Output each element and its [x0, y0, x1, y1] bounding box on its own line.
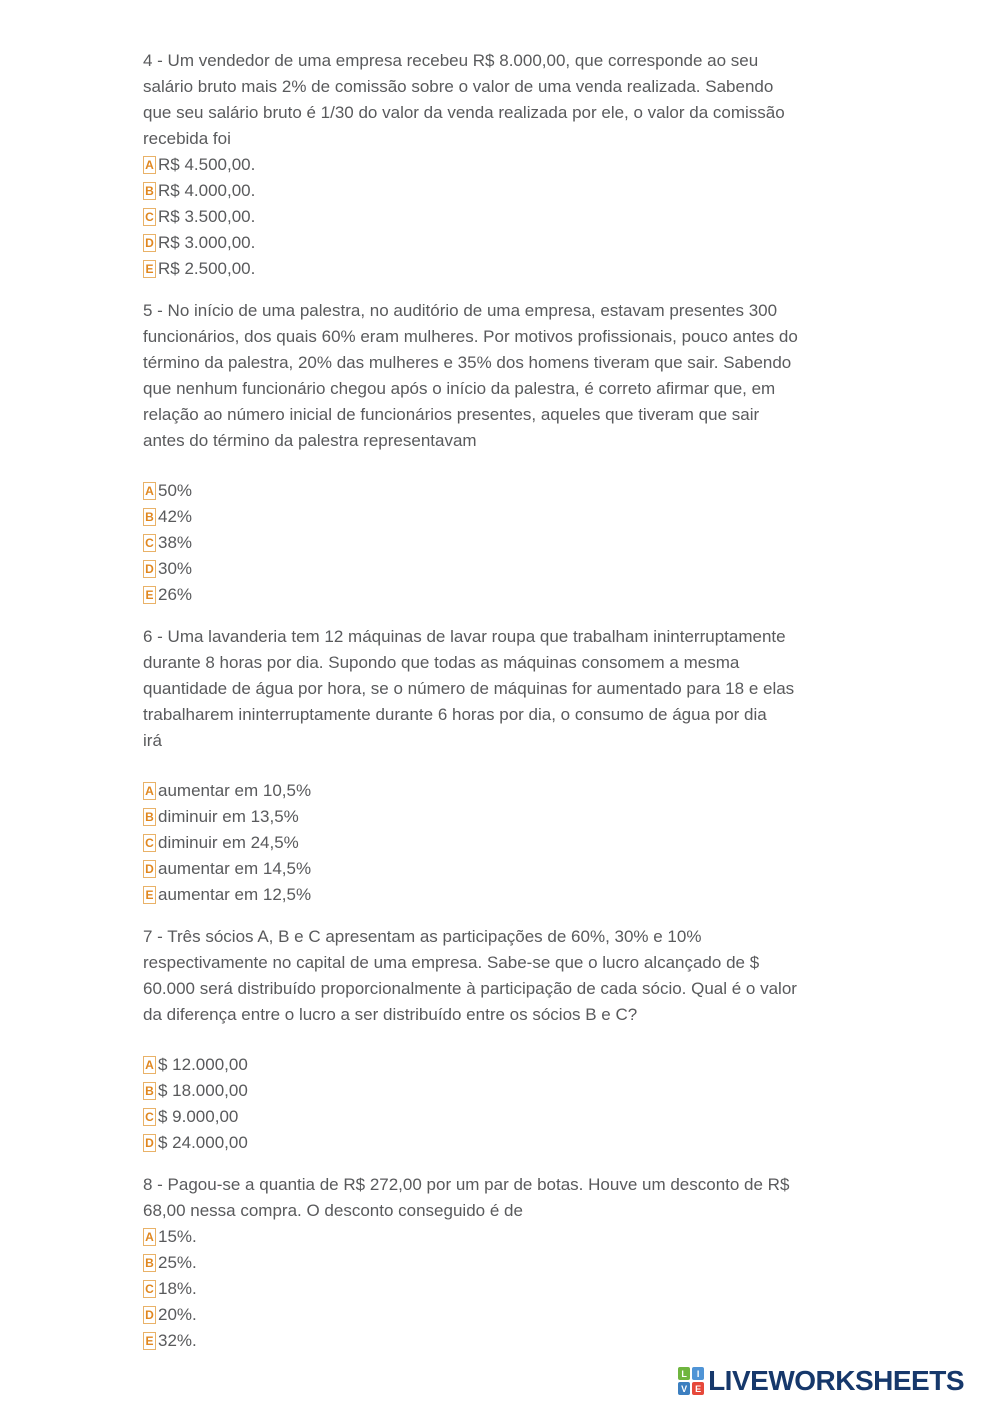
v-tile: V: [678, 1382, 691, 1395]
e-tile: E: [692, 1382, 705, 1395]
option-letter-box[interactable]: E: [143, 586, 156, 604]
option-text: aumentar em 12,5%: [158, 885, 312, 904]
option-text: R$ 2.500,00.: [158, 259, 256, 278]
option-letter-box[interactable]: D: [143, 1134, 156, 1152]
option-row: E aumentar em 12,5%: [143, 882, 883, 908]
option-letter-box[interactable]: B: [143, 182, 156, 200]
option-row: D 30%: [143, 556, 883, 582]
option-row: B $ 18.000,00: [143, 1078, 883, 1104]
option-text: 50%: [158, 481, 193, 500]
option-text: $ 12.000,00: [158, 1055, 248, 1074]
option-row: B 25%.: [143, 1250, 883, 1276]
option-row: E 32%.: [143, 1328, 883, 1354]
option-letter-box[interactable]: D: [143, 560, 156, 578]
option-text: R$ 3.000,00.: [158, 233, 256, 252]
option-text: aumentar em 10,5%: [158, 781, 312, 800]
options-list: A aumentar em 10,5% B diminuir em 13,5% …: [143, 778, 883, 908]
option-letter-box[interactable]: A: [143, 1228, 156, 1246]
option-text: aumentar em 14,5%: [158, 859, 312, 878]
question-text: 5 - No início de uma palestra, no auditó…: [143, 301, 798, 450]
option-letter-box[interactable]: C: [143, 834, 156, 852]
option-row: B 42%: [143, 504, 883, 530]
option-row: D 20%.: [143, 1302, 883, 1328]
option-letter-box[interactable]: C: [143, 1108, 156, 1126]
option-row: A R$ 4.500,00.: [143, 152, 883, 178]
question-text: 8 - Pagou-se a quantia de R$ 272,00 por …: [143, 1175, 790, 1220]
option-letter-box[interactable]: D: [143, 234, 156, 252]
option-letter-box[interactable]: A: [143, 1056, 156, 1074]
question-text: 4 - Um vendedor de uma empresa recebeu R…: [143, 51, 785, 148]
option-text: 20%.: [158, 1305, 197, 1324]
option-letter-box[interactable]: A: [143, 782, 156, 800]
option-text: 32%.: [158, 1331, 197, 1350]
option-row: C 38%: [143, 530, 883, 556]
option-row: A 15%.: [143, 1224, 883, 1250]
option-text: 15%.: [158, 1227, 197, 1246]
option-letter-box[interactable]: B: [143, 1254, 156, 1272]
option-row: E R$ 2.500,00.: [143, 256, 883, 282]
option-row: A $ 12.000,00: [143, 1052, 883, 1078]
option-letter-box[interactable]: C: [143, 208, 156, 226]
options-list: A R$ 4.500,00. B R$ 4.000,00. C R$ 3.500…: [143, 152, 883, 282]
option-text: R$ 4.000,00.: [158, 181, 256, 200]
option-row: E 26%: [143, 582, 883, 608]
question-text: 7 - Três sócios A, B e C apresentam as p…: [143, 927, 797, 1024]
l-tile: L: [678, 1367, 691, 1380]
question-block: 4 - Um vendedor de uma empresa recebeu R…: [143, 48, 883, 282]
question-block: 7 - Três sócios A, B e C apresentam as p…: [143, 924, 883, 1156]
option-letter-box[interactable]: A: [143, 156, 156, 174]
option-row: D $ 24.000,00: [143, 1130, 883, 1156]
option-row: C $ 9.000,00: [143, 1104, 883, 1130]
option-letter-box[interactable]: C: [143, 1280, 156, 1298]
option-row: D R$ 3.000,00.: [143, 230, 883, 256]
option-row: C 18%.: [143, 1276, 883, 1302]
liveworksheets-logo-text: LIVEWORKSHEETS: [708, 1365, 964, 1396]
option-text: 26%: [158, 585, 193, 604]
question-block: 8 - Pagou-se a quantia de R$ 272,00 por …: [143, 1172, 883, 1354]
option-row: A 50%: [143, 478, 883, 504]
option-text: R$ 3.500,00.: [158, 207, 256, 226]
option-letter-box[interactable]: D: [143, 1306, 156, 1324]
option-row: B R$ 4.000,00.: [143, 178, 883, 204]
option-text: $ 9.000,00: [158, 1107, 239, 1126]
option-row: C R$ 3.500,00.: [143, 204, 883, 230]
option-row: D aumentar em 14,5%: [143, 856, 883, 882]
option-row: A aumentar em 10,5%: [143, 778, 883, 804]
options-list: A 50% B 42% C 38% D 30% E 26%: [143, 478, 883, 608]
option-letter-box[interactable]: E: [143, 886, 156, 904]
option-text: diminuir em 13,5%: [158, 807, 299, 826]
option-letter-box[interactable]: A: [143, 482, 156, 500]
options-list: A 15%. B 25%. C 18%. D 20%. E 32%.: [143, 1224, 883, 1354]
option-letter-box[interactable]: B: [143, 508, 156, 526]
questions-container: 4 - Um vendedor de uma empresa recebeu R…: [143, 48, 883, 1370]
options-list: A $ 12.000,00 B $ 18.000,00 C $ 9.000,00…: [143, 1052, 883, 1156]
question-block: 5 - No início de uma palestra, no auditó…: [143, 298, 883, 608]
option-row: B diminuir em 13,5%: [143, 804, 883, 830]
option-text: 25%.: [158, 1253, 197, 1272]
option-text: $ 24.000,00: [158, 1133, 248, 1152]
option-row: C diminuir em 24,5%: [143, 830, 883, 856]
option-text: 18%.: [158, 1279, 197, 1298]
option-text: R$ 4.500,00.: [158, 155, 256, 174]
option-letter-box[interactable]: C: [143, 534, 156, 552]
option-letter-box[interactable]: B: [143, 808, 156, 826]
i-tile: I: [692, 1367, 705, 1380]
option-text: 38%: [158, 533, 193, 552]
question-text: 6 - Uma lavanderia tem 12 máquinas de la…: [143, 627, 795, 750]
option-letter-box[interactable]: E: [143, 260, 156, 278]
option-text: 42%: [158, 507, 193, 526]
option-letter-box[interactable]: B: [143, 1082, 156, 1100]
option-text: 30%: [158, 559, 193, 578]
option-letter-box[interactable]: D: [143, 860, 156, 878]
option-text: diminuir em 24,5%: [158, 833, 299, 852]
question-block: 6 - Uma lavanderia tem 12 máquinas de la…: [143, 624, 883, 908]
option-letter-box[interactable]: E: [143, 1332, 156, 1350]
option-text: $ 18.000,00: [158, 1081, 248, 1100]
